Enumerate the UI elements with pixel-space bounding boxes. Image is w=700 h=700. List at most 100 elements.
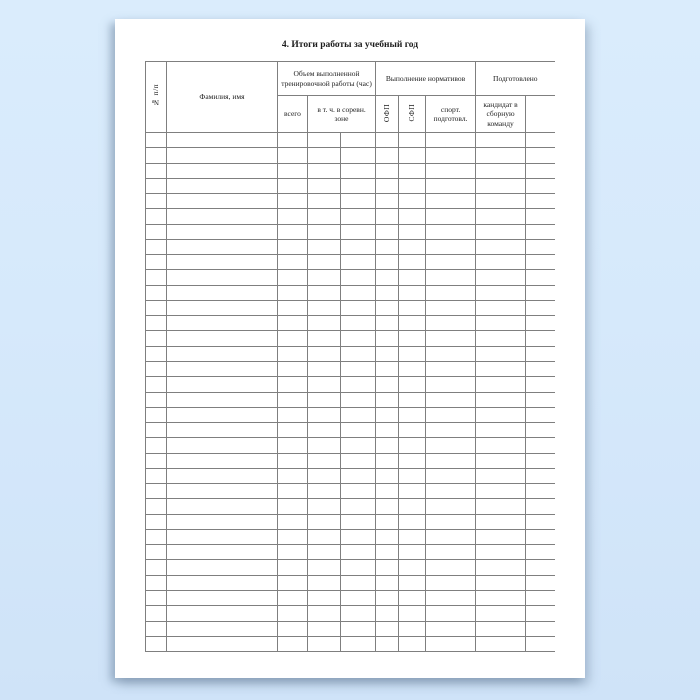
table-cell <box>339 208 377 225</box>
table-row <box>145 544 555 561</box>
table-cell <box>339 467 377 485</box>
table-cell <box>525 315 555 332</box>
col-header-name: Фамилия, имя <box>166 61 278 133</box>
table-cell <box>398 391 427 408</box>
table-cell <box>277 330 308 347</box>
table-cell <box>425 620 477 637</box>
table-row <box>145 330 555 347</box>
table-cell <box>339 360 377 378</box>
table-cell <box>398 589 427 607</box>
table-cell <box>277 589 308 607</box>
table-cell <box>145 131 167 149</box>
table-row <box>145 376 555 393</box>
table-cell <box>525 330 555 347</box>
table-cell <box>475 269 527 286</box>
table-cell <box>307 635 341 653</box>
col-header-blank <box>525 95 555 133</box>
table-cell <box>475 131 527 149</box>
table-cell <box>307 315 341 332</box>
table-row <box>145 284 555 301</box>
table-cell <box>425 345 477 362</box>
table-cell <box>339 620 377 637</box>
col-header-competition-zone: в т. ч. в соревн. зоне <box>306 95 377 133</box>
table-cell <box>277 269 308 286</box>
table-row <box>145 131 555 149</box>
table-cell <box>398 544 427 561</box>
table-cell <box>339 131 377 149</box>
table-cell <box>398 635 427 653</box>
table-cell <box>339 269 377 286</box>
table-cell <box>145 177 167 195</box>
table-cell <box>277 177 308 195</box>
col-header-row-number: № п/п <box>145 61 167 133</box>
table-cell <box>425 467 477 485</box>
table-cell <box>145 284 167 301</box>
table-cell <box>375 284 400 301</box>
table-cell <box>425 422 477 439</box>
table-cell <box>307 528 341 546</box>
table-cell <box>166 589 278 607</box>
table-cell <box>375 513 400 530</box>
table-cell <box>475 467 527 485</box>
table-cell <box>145 208 167 225</box>
table-cell <box>145 544 167 561</box>
table-cell <box>339 254 377 271</box>
table-cell <box>339 406 377 424</box>
table-cell <box>398 498 427 515</box>
table-cell <box>145 299 167 317</box>
table-cell <box>166 620 278 637</box>
table-cell <box>375 437 400 454</box>
table-cell <box>425 635 477 653</box>
table-cell <box>145 422 167 439</box>
table-cell <box>145 620 167 637</box>
table-cell <box>166 376 278 393</box>
table-cell <box>375 299 400 317</box>
table-cell <box>425 559 477 576</box>
table-cell <box>525 605 555 622</box>
table-cell <box>425 299 477 317</box>
table-cell <box>277 147 308 164</box>
table-cell <box>277 391 308 408</box>
table-cell <box>166 498 278 515</box>
table-cell <box>375 162 400 179</box>
table-cell <box>525 147 555 164</box>
table-cell <box>277 528 308 546</box>
table-cell <box>307 284 341 301</box>
col-header-sfp: СФП <box>398 95 427 133</box>
table-cell <box>475 299 527 317</box>
col-group-training-volume: Объем выполненной тренировочной работы (… <box>276 61 377 96</box>
table-cell <box>375 345 400 362</box>
table-cell <box>166 269 278 286</box>
table-cell <box>145 345 167 362</box>
table-cell <box>307 483 341 500</box>
table-cell <box>145 162 167 179</box>
table-cell <box>339 483 377 500</box>
table-cell <box>475 177 527 195</box>
table-cell <box>277 544 308 561</box>
table-cell <box>375 635 400 653</box>
table-cell <box>307 559 341 576</box>
table-row <box>145 452 555 469</box>
table-cell <box>398 131 427 149</box>
table-cell <box>475 330 527 347</box>
table-cell <box>398 528 427 546</box>
table-cell <box>166 467 278 485</box>
table-cell <box>166 574 278 591</box>
table-cell <box>425 406 477 424</box>
table-cell <box>475 391 527 408</box>
table-cell <box>145 376 167 393</box>
table-cell <box>475 406 527 424</box>
table-cell <box>375 483 400 500</box>
table-cell <box>475 483 527 500</box>
table-header: № п/п Фамилия, имя Объем выполненной тре… <box>145 61 555 133</box>
table-cell <box>398 223 427 240</box>
table-cell <box>398 452 427 469</box>
table-cell <box>166 559 278 576</box>
table-cell <box>339 147 377 164</box>
table-row <box>145 162 555 179</box>
table-cell <box>375 605 400 622</box>
table-cell <box>475 315 527 332</box>
table-cell <box>475 559 527 576</box>
table-cell <box>475 162 527 179</box>
